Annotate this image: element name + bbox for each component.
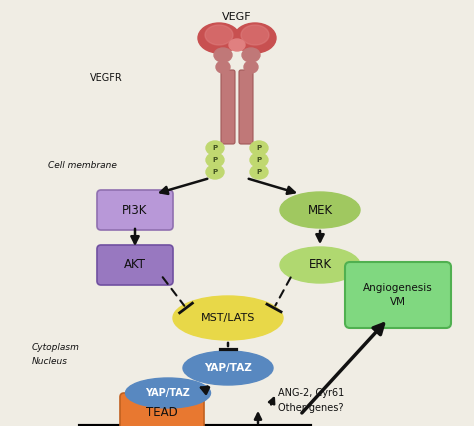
FancyBboxPatch shape [97,245,173,285]
Text: PI3K: PI3K [122,204,148,216]
FancyBboxPatch shape [345,262,451,328]
Text: P: P [212,145,218,151]
Text: MST/LATS: MST/LATS [201,313,255,323]
Text: ANG-2, Cyr61: ANG-2, Cyr61 [278,388,344,398]
Ellipse shape [216,61,230,73]
Text: VEGF: VEGF [222,12,252,22]
Ellipse shape [229,39,245,51]
Text: P: P [256,145,262,151]
Ellipse shape [234,23,276,53]
Text: AKT: AKT [124,259,146,271]
Text: ERK: ERK [309,259,331,271]
Ellipse shape [206,153,224,167]
Text: Angiogenesis
VM: Angiogenesis VM [363,283,433,307]
Text: P: P [212,169,218,175]
Ellipse shape [198,23,240,53]
Text: Cytoplasm: Cytoplasm [32,343,80,352]
Ellipse shape [250,153,268,167]
Ellipse shape [250,165,268,179]
Text: P: P [212,157,218,163]
Ellipse shape [173,296,283,340]
Text: Nucleus: Nucleus [32,357,68,366]
Text: P: P [256,169,262,175]
Text: Cell membrane: Cell membrane [48,161,117,170]
Text: YAP/TAZ: YAP/TAZ [204,363,252,373]
Text: Other genes?: Other genes? [278,403,344,413]
Text: YAP/TAZ: YAP/TAZ [146,388,191,398]
Ellipse shape [280,247,360,283]
Ellipse shape [214,48,232,62]
Ellipse shape [183,351,273,385]
FancyBboxPatch shape [97,190,173,230]
Text: P: P [256,157,262,163]
Ellipse shape [206,141,224,155]
Ellipse shape [244,61,258,73]
FancyBboxPatch shape [221,70,235,144]
FancyBboxPatch shape [120,393,204,426]
Ellipse shape [205,25,233,45]
Ellipse shape [126,378,210,408]
Text: TEAD: TEAD [146,406,178,418]
Ellipse shape [250,141,268,155]
FancyBboxPatch shape [239,70,253,144]
Ellipse shape [242,48,260,62]
Ellipse shape [241,25,269,45]
Ellipse shape [280,192,360,228]
Text: MEK: MEK [308,204,333,216]
Text: VEGFR: VEGFR [90,73,123,83]
Ellipse shape [206,165,224,179]
